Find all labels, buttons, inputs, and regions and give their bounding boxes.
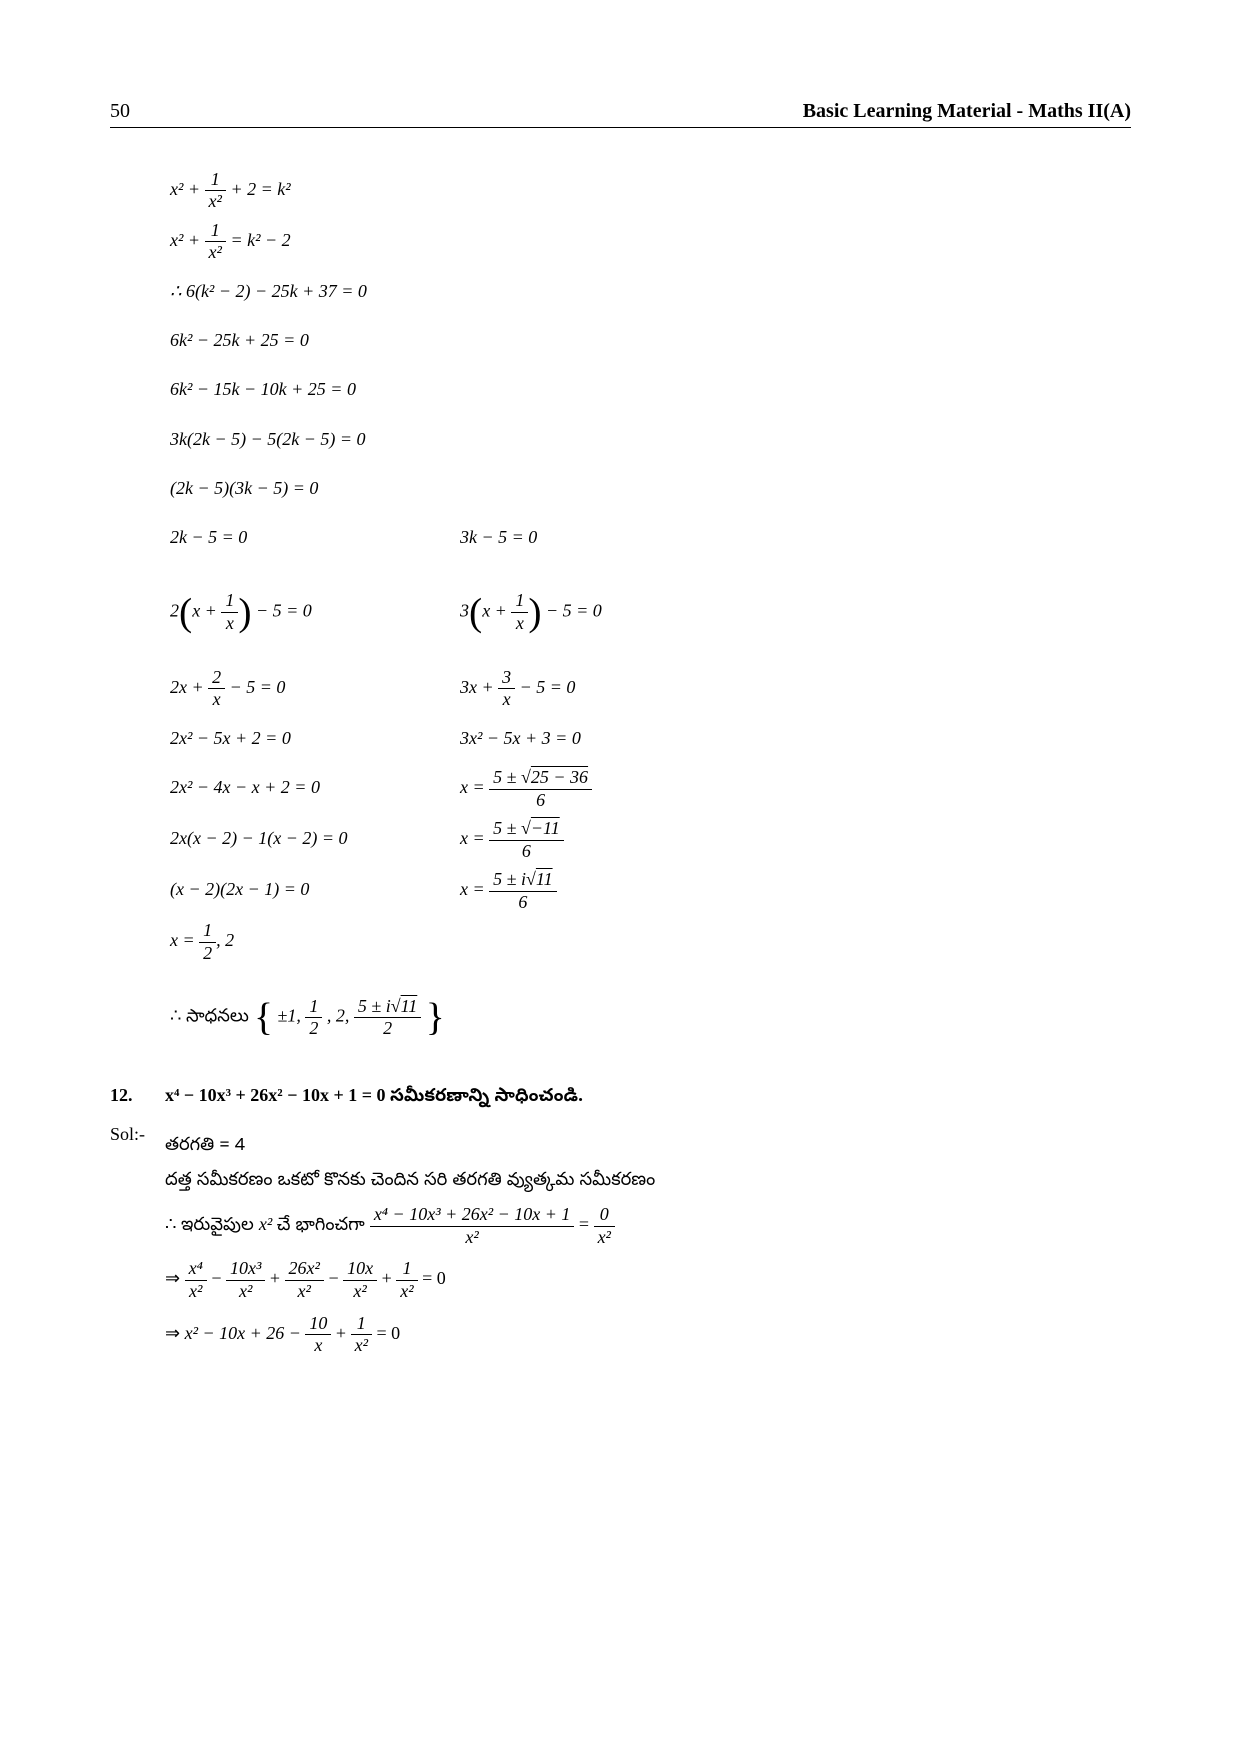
page-header: 50 Basic Learning Material - Maths II(A) xyxy=(110,100,1131,128)
equation-line-two-col: 2k − 5 = 0 3k − 5 = 0 xyxy=(170,516,1131,559)
page-number: 50 xyxy=(110,100,130,123)
equation-line: x² + 1x² = k² − 2 xyxy=(170,219,1131,264)
equation-line: 6k² − 15k − 10k + 25 = 0 xyxy=(170,368,1131,411)
solution-body: తరగతి = 4 దత్త సమీకరణం ఒకటో కొనకు చెందిన… xyxy=(165,1124,655,1367)
equation-line-two-col: 2x² − 5x + 2 = 0 3x² − 5x + 3 = 0 xyxy=(170,717,1131,760)
solution-line: తరగతి = 4 xyxy=(165,1134,655,1159)
equation-line-two-col: 2x + 2x − 5 = 0 3x + 3x − 5 = 0 xyxy=(170,666,1131,711)
solution-line: దత్త సమీకరణం ఒకటో కొనకు చెందిన సరి తరగతి… xyxy=(165,1169,655,1194)
equation-line: x = 12, 2 xyxy=(170,919,1131,964)
equation-line: 3k(2k − 5) − 5(2k − 5) = 0 xyxy=(170,418,1131,461)
equation-line: 6k² − 25k + 25 = 0 xyxy=(170,319,1131,362)
header-title: Basic Learning Material - Maths II(A) xyxy=(803,100,1131,123)
equation-line-solution-set: ∴ సాధనలు { ±1, 12 , 2, 5 ± i√112 } xyxy=(170,970,1131,1065)
solution-line: ⇒ x² − 10x + 26 − 10x + 1x² = 0 xyxy=(165,1313,655,1357)
equation-line-two-col: 2x(x − 2) − 1(x − 2) = 0 x = 5 ± √−116 xyxy=(170,817,1131,862)
problem-number: 12. xyxy=(110,1085,165,1110)
problem-statement: x⁴ − 10x³ + 26x² − 10x + 1 = 0 సమీకరణాన్… xyxy=(165,1085,583,1110)
equation-line-two-col: 2(x + 1x) − 5 = 0 3(x + 1x) − 5 = 0 xyxy=(170,565,1131,660)
problem-12: 12. x⁴ − 10x³ + 26x² − 10x + 1 = 0 సమీకర… xyxy=(110,1085,1131,1110)
solution-block: Sol:- తరగతి = 4 దత్త సమీకరణం ఒకటో కొనకు … xyxy=(110,1124,1131,1367)
solution-line: ⇒ x⁴x² − 10x³x² + 26x²x² − 10xx² + 1x² =… xyxy=(165,1258,655,1302)
solution-line: ∴ ఇరువైపుల x² చే భాగించగా x⁴ − 10x³ + 26… xyxy=(165,1204,655,1248)
equation-line-two-col: (x − 2)(2x − 1) = 0 x = 5 ± i√116 xyxy=(170,868,1131,913)
page: 50 Basic Learning Material - Maths II(A)… xyxy=(0,0,1241,1427)
equation-line: ∴ 6(k² − 2) − 25k + 37 = 0 xyxy=(170,270,1131,313)
equation-line-two-col: 2x² − 4x − x + 2 = 0 x = 5 ± √25 − 366 xyxy=(170,766,1131,811)
equation-line: (2k − 5)(3k − 5) = 0 xyxy=(170,467,1131,510)
equation-line: x² + 1x² + 2 = k² xyxy=(170,168,1131,213)
solution-label: Sol:- xyxy=(110,1124,165,1367)
math-content: x² + 1x² + 2 = k² x² + 1x² = k² − 2 ∴ 6(… xyxy=(170,168,1131,1065)
